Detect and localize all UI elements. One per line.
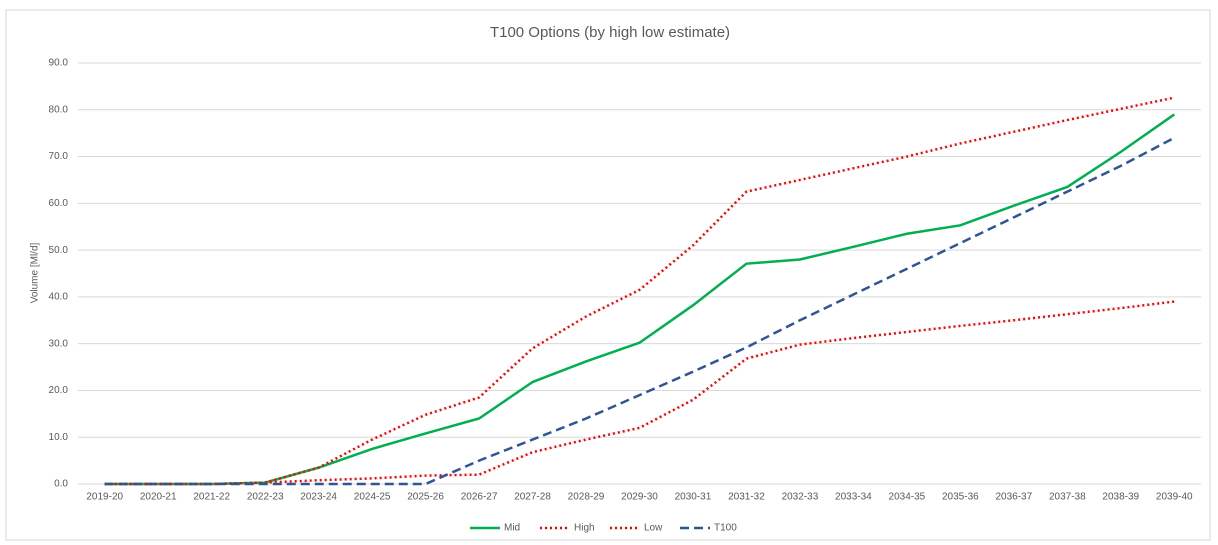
series-line bbox=[104, 136, 1175, 486]
x-tick-label: 2039-40 bbox=[1156, 492, 1193, 503]
x-tick-label: 2028-29 bbox=[568, 492, 605, 503]
y-tick-label: 50.0 bbox=[49, 245, 69, 256]
x-tick-label: 2021-22 bbox=[193, 492, 230, 503]
x-tick-label: 2035-36 bbox=[942, 492, 979, 503]
series-line bbox=[104, 96, 1175, 486]
y-tick-label: 40.0 bbox=[49, 292, 69, 303]
x-tick-label: 2037-38 bbox=[1049, 492, 1086, 503]
y-tick-label: 90.0 bbox=[49, 58, 69, 69]
chart-title: T100 Options (by high low estimate) bbox=[490, 24, 730, 41]
y-tick-label: 60.0 bbox=[49, 198, 69, 209]
x-tick-label: 2034-35 bbox=[889, 492, 926, 503]
chart-frame bbox=[5, 9, 1211, 541]
y-tick-label: 20.0 bbox=[49, 385, 69, 396]
y-tick-label: 70.0 bbox=[49, 151, 69, 162]
y-tick-label: 80.0 bbox=[49, 104, 69, 115]
series-line bbox=[104, 113, 1175, 486]
x-tick-label: 2027-28 bbox=[514, 492, 551, 503]
y-axis-label: Volume [Ml/d] bbox=[30, 242, 41, 303]
x-tick-label: 2025-26 bbox=[407, 492, 444, 503]
x-tick-label: 2036-37 bbox=[995, 492, 1032, 503]
legend-label: High bbox=[574, 523, 595, 534]
x-tick-label: 2033-34 bbox=[835, 492, 872, 503]
y-tick-label: 10.0 bbox=[49, 432, 69, 443]
x-tick-label: 2038-39 bbox=[1102, 492, 1139, 503]
x-tick-label: 2026-27 bbox=[461, 492, 498, 503]
x-tick-label: 2022-23 bbox=[247, 492, 284, 503]
x-tick-label: 2023-24 bbox=[300, 492, 337, 503]
x-tick-label: 2029-30 bbox=[621, 492, 658, 503]
legend-label: T100 bbox=[714, 523, 737, 534]
legend-label: Mid bbox=[504, 523, 520, 534]
legend-label: Low bbox=[644, 523, 663, 534]
x-tick-label: 2019-20 bbox=[86, 492, 123, 503]
x-tick-label: 2032-33 bbox=[782, 492, 819, 503]
x-tick-label: 2030-31 bbox=[675, 492, 712, 503]
x-tick-label: 2020-21 bbox=[140, 492, 177, 503]
x-tick-label: 2024-25 bbox=[354, 492, 391, 503]
y-tick-label: 0.0 bbox=[54, 479, 68, 490]
y-tick-label: 30.0 bbox=[49, 338, 69, 349]
x-tick-label: 2031-32 bbox=[728, 492, 765, 503]
